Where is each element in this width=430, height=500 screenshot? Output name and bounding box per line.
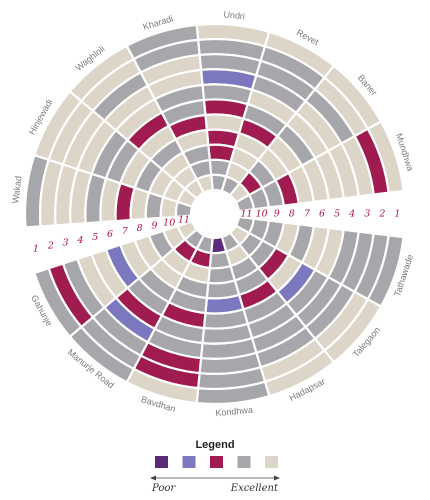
- ring-number-left-9: 9: [151, 220, 157, 231]
- legend-swatch-level-3: [210, 456, 223, 468]
- legend-swatches: [155, 456, 278, 468]
- legend-swatch-level-2: [182, 456, 196, 468]
- ring-number-left-1: 1: [33, 244, 39, 255]
- segment-kharadi-ring-11: [195, 173, 214, 195]
- ring-number-left-11: 11: [178, 215, 190, 226]
- ring-number-right-11: 11: [240, 209, 252, 220]
- legend-swatch-level-5: [265, 456, 278, 468]
- ring-number-right-8: 8: [289, 209, 295, 220]
- location-label-wakad: Wakad: [10, 175, 23, 204]
- ring-number-right-3: 3: [364, 209, 370, 220]
- ring-number-right-9: 9: [274, 209, 280, 220]
- heatmap-segments: [23, 22, 405, 406]
- legend-swatch-level-4: [237, 456, 251, 468]
- legend-excellent-label: Excellent: [230, 483, 279, 494]
- ring-number-right-4: 4: [348, 209, 355, 220]
- ring-number-left-6: 6: [107, 229, 113, 240]
- ring-number-left-2: 2: [47, 241, 54, 252]
- ring-number-right-2: 2: [378, 209, 385, 220]
- ring-number-right-5: 5: [334, 209, 340, 220]
- ring-number-left-7: 7: [122, 226, 129, 237]
- ring-number-left-8: 8: [137, 223, 143, 234]
- ring-number-left-5: 5: [92, 232, 98, 243]
- legend-swatch-level-1: [155, 456, 168, 468]
- ring-number-right-1: 1: [394, 209, 400, 220]
- location-label-kondhwa: Kondhwa: [215, 405, 253, 419]
- ring-number-left-10: 10: [163, 217, 175, 228]
- legend-title: Legend: [195, 439, 234, 451]
- ring-number-left-3: 3: [63, 238, 69, 249]
- ring-number-right-7: 7: [304, 209, 311, 220]
- legend-arrow-right-head: [274, 475, 280, 481]
- segment-gahunje-ring-11: [176, 220, 199, 241]
- center-hole: [192, 191, 238, 237]
- ring-number-right-10: 10: [256, 209, 268, 220]
- legend-poor-label: Poor: [151, 483, 176, 494]
- legend: Legend Poor Excellent: [150, 439, 280, 494]
- segment-mundhwa-ring-11: [234, 193, 256, 213]
- ring-number-left-4: 4: [76, 235, 83, 246]
- legend-arrow-left-head: [150, 475, 156, 481]
- ring-number-right-6: 6: [319, 209, 325, 220]
- location-label-undri: Undri: [223, 9, 245, 21]
